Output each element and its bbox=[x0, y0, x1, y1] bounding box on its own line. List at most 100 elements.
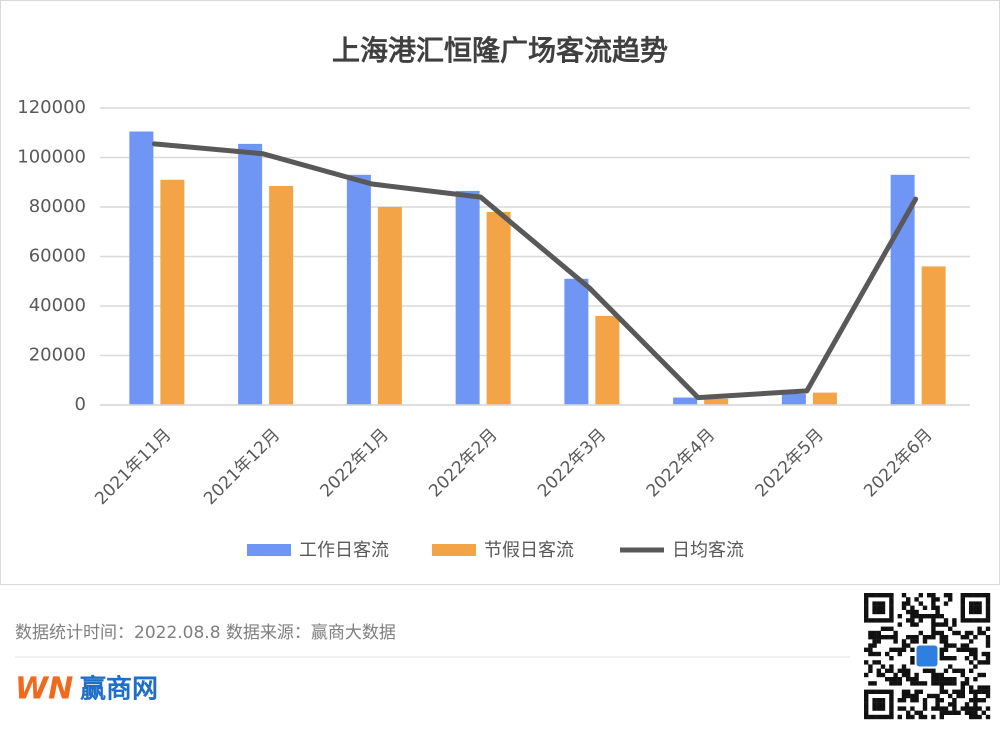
qr-cell bbox=[952, 656, 957, 661]
qr-cell bbox=[901, 593, 907, 598]
qr-cell bbox=[973, 693, 978, 699]
qr-cell bbox=[973, 609, 978, 615]
qr-cell bbox=[969, 706, 974, 711]
qr-cell bbox=[897, 677, 902, 682]
bar bbox=[346, 174, 371, 405]
qr-cell bbox=[906, 714, 911, 720]
qr-cell bbox=[914, 672, 919, 678]
qr-cell bbox=[901, 698, 907, 703]
qr-cell bbox=[872, 714, 877, 720]
qr-cell bbox=[985, 656, 991, 661]
qr-cell bbox=[952, 681, 957, 686]
qr-cell bbox=[880, 593, 886, 598]
qr-cell bbox=[864, 693, 869, 699]
qr-cell bbox=[910, 706, 915, 711]
qr-cell bbox=[943, 689, 949, 694]
qr-cell bbox=[901, 664, 907, 669]
qr-cell bbox=[931, 693, 936, 699]
qr-cell bbox=[931, 681, 936, 686]
qr-cell bbox=[927, 614, 932, 619]
bar bbox=[673, 397, 698, 405]
logo-name: 赢商网 bbox=[80, 674, 158, 705]
qr-cell bbox=[864, 601, 869, 606]
qr-cell bbox=[876, 714, 881, 720]
qr-cell bbox=[977, 714, 982, 720]
qr-cell bbox=[910, 693, 915, 699]
qr-cell bbox=[910, 656, 915, 661]
qr-cell bbox=[872, 630, 877, 636]
footer-note: 数据统计时间：2022.08.8 数据来源：赢商大数据 bbox=[15, 623, 396, 643]
bar bbox=[238, 143, 263, 405]
qr-cell bbox=[880, 609, 886, 615]
qr-cell bbox=[952, 668, 957, 673]
qr-cell bbox=[935, 698, 940, 703]
qr-cell bbox=[964, 647, 970, 652]
qr-cell bbox=[948, 593, 953, 598]
qr-cell bbox=[969, 668, 974, 673]
qr-cell bbox=[889, 698, 894, 703]
qr-cell bbox=[893, 630, 898, 636]
qr-cell bbox=[939, 647, 944, 652]
qr-cell bbox=[952, 677, 957, 682]
qr-cell bbox=[948, 664, 953, 669]
qr-cell bbox=[889, 609, 894, 615]
qr-cell bbox=[872, 643, 877, 648]
qr-cell bbox=[960, 614, 965, 619]
qr-cell bbox=[956, 630, 961, 636]
qr-cell bbox=[981, 698, 986, 703]
qr-cell bbox=[889, 710, 894, 715]
qr-cell bbox=[985, 689, 991, 694]
qr-cell bbox=[864, 702, 869, 707]
qr-cell bbox=[952, 710, 957, 715]
qr-cell bbox=[889, 618, 894, 623]
qr-cell bbox=[910, 660, 915, 665]
qr-cell bbox=[889, 635, 894, 640]
qr-cell bbox=[931, 630, 936, 636]
qr-cell bbox=[872, 706, 877, 711]
qr-cell bbox=[956, 710, 961, 715]
qr-cell bbox=[931, 706, 936, 711]
qr-cell bbox=[918, 593, 923, 598]
qr-cell bbox=[948, 597, 953, 602]
qr-cell bbox=[964, 630, 970, 636]
qr-cell bbox=[914, 635, 919, 640]
qr-cell bbox=[973, 635, 978, 640]
qr-cell bbox=[901, 605, 907, 610]
qr-cell bbox=[977, 706, 982, 711]
qr-cell bbox=[964, 593, 970, 598]
qr-cell bbox=[960, 605, 965, 610]
qr-cell bbox=[985, 651, 991, 657]
qr-cell bbox=[973, 677, 978, 682]
qr-cell bbox=[943, 618, 949, 623]
qr-cell bbox=[889, 702, 894, 707]
qr-cell bbox=[885, 714, 890, 720]
qr-cell bbox=[893, 647, 898, 652]
qr-cell bbox=[935, 622, 940, 627]
bar bbox=[160, 179, 185, 405]
qr-cell bbox=[880, 672, 886, 678]
bar bbox=[129, 131, 154, 405]
qr-cell bbox=[864, 605, 869, 610]
qr-cell bbox=[977, 609, 982, 615]
qr-cell bbox=[889, 693, 894, 699]
qr-cell bbox=[906, 672, 911, 678]
qr-cell bbox=[943, 601, 949, 606]
qr-cell bbox=[969, 647, 974, 652]
legend-swatch bbox=[432, 544, 476, 556]
qr-cell bbox=[981, 630, 986, 636]
qr-cell bbox=[931, 626, 936, 631]
qr-cell bbox=[943, 656, 949, 661]
qr-cell bbox=[939, 651, 944, 657]
qr-cell bbox=[906, 710, 911, 715]
qr-cell bbox=[939, 710, 944, 715]
qr-cell bbox=[969, 660, 974, 665]
qr-cell bbox=[897, 651, 902, 657]
qr-cell bbox=[872, 681, 877, 686]
qr-cell bbox=[969, 689, 974, 694]
qr-cell bbox=[960, 706, 965, 711]
qr-cell bbox=[931, 622, 936, 627]
qr-cell bbox=[985, 643, 991, 648]
qr-cell bbox=[931, 601, 936, 606]
qr-cell bbox=[939, 677, 944, 682]
